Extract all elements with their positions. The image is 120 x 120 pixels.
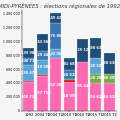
Bar [64,58,75,70]
Title: MIDI-PYRÉNÉES : élections régionales de 1992 à 2015: MIDI-PYRÉNÉES : élections régionales de … [0,3,120,9]
Bar [37,75,48,76]
Bar [50,58,61,111]
Text: 298 636: 298 636 [88,46,104,50]
Bar [37,51,48,60]
Text: 394 628: 394 628 [101,95,117,99]
Bar [37,34,48,51]
Text: 120 625: 120 625 [61,73,77,77]
Text: 376 802: 376 802 [48,34,63,38]
Text: 132 008: 132 008 [48,52,63,56]
Bar [64,82,75,111]
Text: 408 737: 408 737 [21,95,37,99]
Text: 298 636: 298 636 [101,61,117,65]
Bar [50,49,61,58]
Text: 138 299: 138 299 [101,76,117,81]
Bar [104,74,115,83]
Text: 394 628: 394 628 [88,95,104,99]
Bar [77,62,88,111]
Text: 100 717: 100 717 [21,59,37,63]
Text: 129 448: 129 448 [35,53,50,57]
Bar [24,65,34,81]
Bar [24,82,34,111]
Bar [90,83,101,111]
Text: 139 984: 139 984 [21,51,37,55]
Bar [50,13,61,23]
Bar [90,38,101,58]
Text: 218 008: 218 008 [35,65,50,69]
Bar [24,81,34,82]
Bar [24,48,34,58]
Bar [37,60,48,75]
Text: 497 750: 497 750 [35,91,50,95]
Text: 705 440: 705 440 [75,84,90,88]
Text: 325 122: 325 122 [75,48,90,52]
Text: 235 478: 235 478 [21,71,37,75]
Text: 138 299: 138 299 [88,76,104,81]
Bar [90,74,101,83]
Text: 149 427: 149 427 [48,16,63,20]
Bar [24,58,34,65]
Bar [90,58,101,74]
Bar [77,39,88,62]
Bar [104,83,115,111]
Text: 418 098: 418 098 [61,94,77,98]
Bar [64,80,75,82]
Text: 220 526: 220 526 [88,64,104,68]
Bar [64,79,75,80]
Text: 752 209: 752 209 [48,83,63,87]
Bar [50,23,61,49]
Bar [64,70,75,79]
Text: 181 683: 181 683 [61,62,77,66]
Bar [37,76,48,111]
Bar [104,53,115,74]
Text: 243 568: 243 568 [35,40,50,44]
